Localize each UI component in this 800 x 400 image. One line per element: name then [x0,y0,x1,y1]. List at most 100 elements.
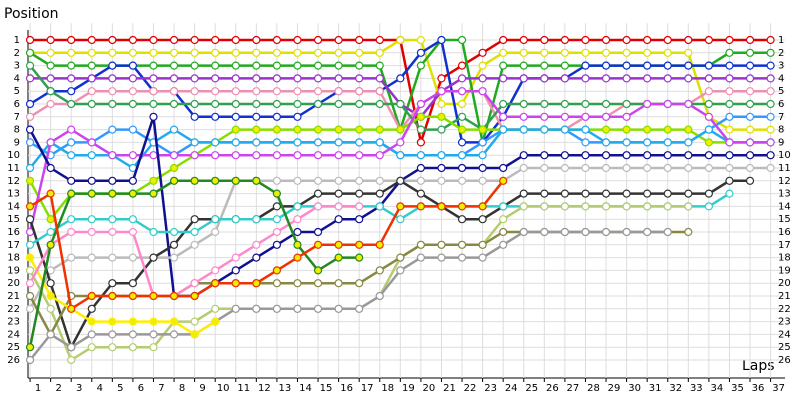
position-marker [313,240,323,249]
position-marker [416,202,425,211]
position-marker [25,253,35,262]
position-marker [293,61,302,70]
position-marker [293,240,302,249]
position-marker [704,202,713,211]
position-marker [67,189,76,198]
position-marker [457,253,467,262]
position-marker [375,291,384,301]
position-marker [437,112,446,121]
position-marker [643,99,652,109]
position-marker [313,304,323,313]
position-marker [25,74,35,83]
position-marker [499,227,508,237]
y-tick-label-right: 6 [778,99,784,110]
y-tick-label-right: 26 [778,355,791,366]
position-marker [67,87,76,96]
position-marker [25,176,35,185]
y-tick-label: 9 [14,137,20,148]
position-marker [540,163,549,173]
position-marker [396,99,405,109]
position-marker [601,151,611,160]
position-marker [128,189,138,198]
position-marker [87,99,96,109]
position-marker [375,202,384,211]
position-marker [149,343,158,352]
position-marker [149,151,158,160]
position-marker [169,151,179,160]
position-marker [478,202,487,211]
position-marker [25,266,35,275]
position-marker [355,87,364,96]
position-marker [334,176,343,185]
position-marker [108,74,117,83]
position-marker [169,317,179,326]
position-marker [272,138,282,147]
position-marker [663,227,672,237]
position-marker [355,99,364,109]
position-marker [25,279,35,288]
position-marker [313,138,323,147]
position-marker [169,87,179,96]
x-tick-label: 11 [237,383,250,394]
position-marker [457,138,467,147]
position-marker [293,202,302,211]
y-tick-label: 6 [14,99,20,110]
position-marker [684,99,693,109]
position-marker [190,99,199,109]
position-marker [231,87,240,96]
position-marker [46,304,55,313]
position-marker [334,125,343,134]
position-marker [313,35,323,45]
position-marker [87,317,96,326]
position-marker [87,330,96,339]
position-marker [478,74,487,83]
position-marker [396,125,405,134]
position-marker [416,240,425,249]
position-marker [293,74,302,83]
position-marker [108,343,117,352]
position-marker [396,151,405,160]
position-marker [704,35,713,45]
x-tick-label: 25 [525,383,538,394]
position-marker [540,189,549,198]
position-marker [211,112,220,121]
position-marker [478,176,487,185]
position-marker [663,163,672,173]
position-marker [252,99,261,109]
position-marker [622,99,631,109]
position-marker [46,35,55,45]
position-marker [663,48,672,57]
position-marker [231,48,240,57]
y-tick-label-right: 9 [778,137,784,148]
y-tick-label-right: 19 [778,265,791,276]
position-marker [25,355,35,365]
position-marker [499,202,508,211]
position-marker [622,74,631,83]
position-marker [355,202,364,211]
position-marker [211,99,220,109]
position-marker [334,253,343,262]
position-marker [190,138,199,147]
position-marker [293,99,302,109]
position-marker [457,35,467,45]
position-marker [272,189,282,198]
position-marker [540,35,549,45]
position-marker [560,112,569,121]
position-marker [601,48,611,57]
position-marker [725,48,734,57]
position-marker [355,35,364,45]
position-marker [766,48,775,57]
y-tick-label-right: 7 [778,112,784,123]
position-marker [416,125,425,134]
position-marker [272,61,282,70]
position-marker [416,176,425,185]
position-marker [437,87,446,96]
position-marker [169,227,179,237]
position-marker [231,99,240,109]
position-marker [375,99,384,109]
position-marker [725,163,734,173]
position-marker [211,61,220,70]
position-marker [355,61,364,70]
position-marker [457,74,467,83]
position-marker [108,99,117,109]
